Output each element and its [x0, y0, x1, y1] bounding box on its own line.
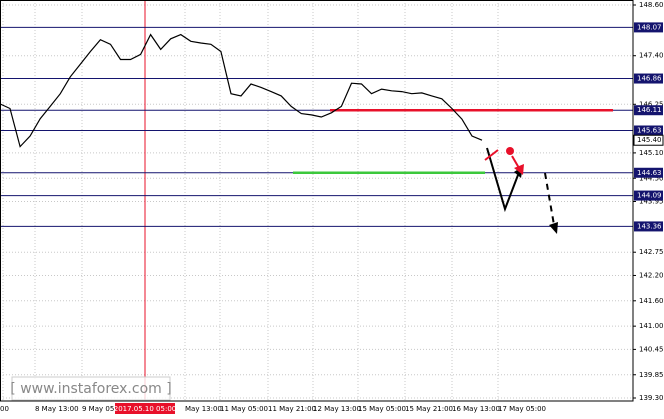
forecast-arrows: [484, 147, 558, 234]
y-tick-label: 145.10: [639, 149, 664, 157]
y-tick-label: 142.20: [639, 271, 664, 279]
price-line: [0, 33, 483, 148]
watermark: [ www.instaforex.com ]: [10, 381, 171, 397]
watermark-box: [11, 376, 171, 401]
level-label: 144.63: [637, 169, 662, 177]
y-tick-label: 140.45: [639, 345, 664, 353]
y-tick-label: 142.75: [639, 248, 664, 256]
x-tick-label: 11 May 21:00: [268, 405, 316, 413]
level-box: [634, 190, 663, 201]
y-tick-label: 141.60: [639, 297, 664, 305]
y-tick-label: 146.25: [639, 100, 664, 108]
x-tick-label: 15 May 05:00: [358, 405, 406, 413]
level-label: 146.86: [637, 75, 662, 83]
y-tick-label: 139.85: [639, 371, 664, 379]
level-box: [634, 105, 663, 116]
level-label: 143.36: [637, 222, 662, 230]
x-tick-label: 00: [0, 405, 9, 413]
level-box: [634, 22, 663, 33]
x-tick-label: 16 May 13:00: [452, 405, 500, 413]
plot-frame: [0, 0, 634, 402]
level-label: 145.63: [637, 127, 662, 135]
x-tick-label: May 13:00: [185, 405, 222, 413]
level-label: 148.07: [637, 23, 662, 31]
level-box: [634, 125, 663, 136]
level-box: [634, 73, 663, 84]
x-tick-label: 17 May 05:00: [498, 405, 546, 413]
y-tick-label: 148.60: [639, 1, 664, 9]
x-label-highlight: [115, 403, 175, 414]
x-tick-label: 9 May 05:00: [82, 405, 126, 413]
level-label: 146.11: [637, 106, 662, 114]
x-tick-label: 2017.05.10 05:00: [114, 405, 176, 413]
y-tick-label: 141.00: [639, 322, 664, 330]
y-tick-label: 144.50: [639, 174, 664, 182]
level-box: [634, 221, 663, 232]
current-price-label: 145.40: [637, 136, 662, 144]
level-label: 144.09: [637, 192, 662, 200]
level-box: [634, 167, 663, 178]
y-tick-label: 139.30: [639, 394, 664, 402]
x-tick-label: 8 May 13:00: [35, 405, 79, 413]
x-tick-label: 12 May 13:00: [313, 405, 361, 413]
current-price-box: [633, 134, 664, 146]
x-tick-label: 11 May 05:00: [220, 405, 268, 413]
y-tick-label: 143.95: [639, 198, 664, 206]
x-tick-label: 15 May 21:00: [405, 405, 453, 413]
y-tick-label: 147.40: [639, 52, 664, 60]
